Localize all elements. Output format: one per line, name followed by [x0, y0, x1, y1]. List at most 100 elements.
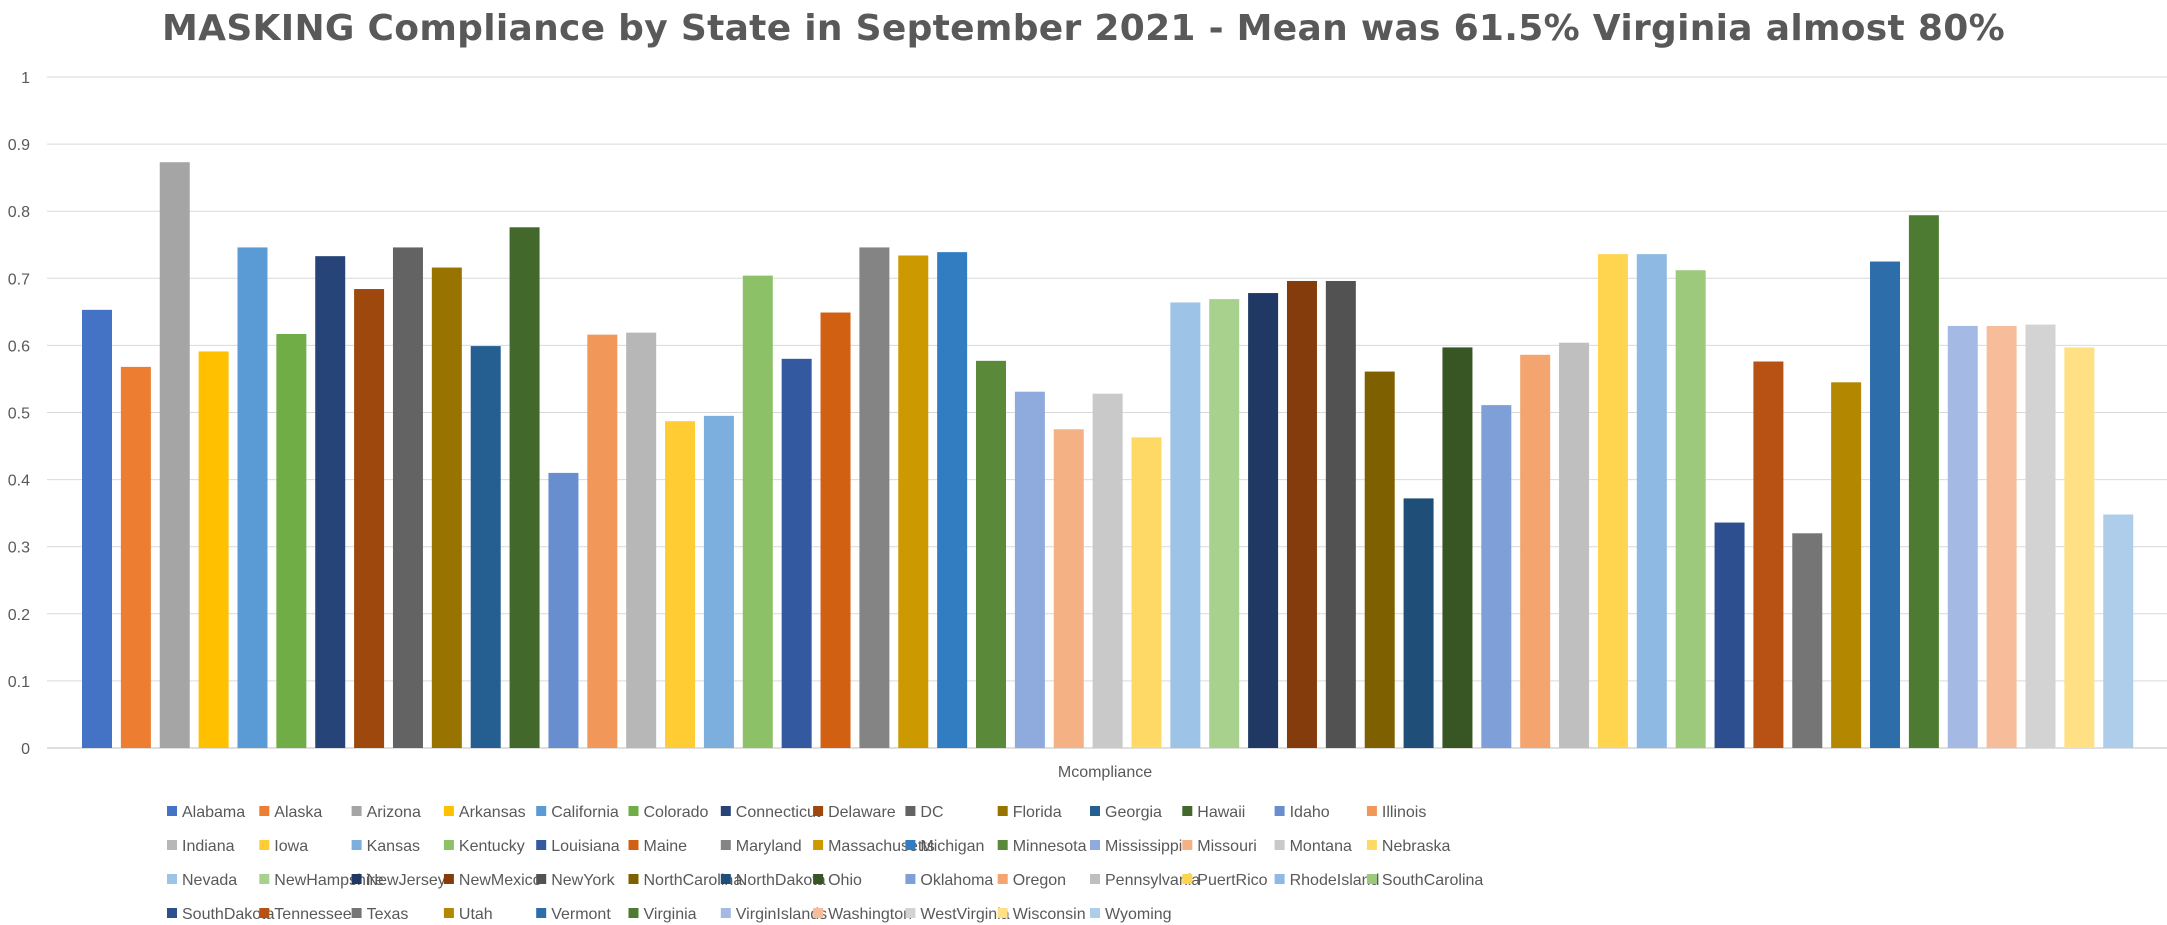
legend-label: Maryland: [736, 838, 802, 855]
bar-westvirginia: [2025, 324, 2056, 748]
bar-pennsylvania: [1559, 342, 1590, 748]
bar-wyoming: [2103, 514, 2134, 748]
bar-puertrico: [1597, 254, 1628, 748]
bar-minnesota: [976, 360, 1007, 748]
bar-alabama: [82, 309, 112, 748]
legend-swatch: [351, 840, 362, 850]
legend-label: Louisiana: [551, 838, 620, 855]
legend-label: Colorado: [644, 804, 709, 821]
legend-swatch: [628, 840, 639, 850]
legend-swatch: [1090, 840, 1100, 850]
bar-tennessee: [1753, 361, 1784, 748]
bar-ohio: [1442, 347, 1473, 748]
legend-label: Illinois: [1382, 804, 1426, 821]
bar-virginislands: [1947, 325, 1978, 748]
legend-label: NewYork: [551, 872, 615, 889]
bar-illinois: [587, 334, 618, 748]
legend-swatch: [259, 806, 270, 816]
legend-label: Alabama: [182, 804, 245, 821]
legend-swatch: [720, 874, 731, 884]
legend-swatch: [536, 840, 547, 850]
bar-arizona: [159, 162, 190, 749]
bar-kentucky: [742, 275, 773, 748]
y-tick-label: 0.1: [8, 674, 30, 691]
y-tick-label: 0.7: [8, 271, 30, 288]
legend-label: Tennessee: [274, 906, 351, 923]
legend-swatch: [1274, 874, 1285, 884]
legend-swatch: [351, 874, 362, 884]
legend-label: PuertRico: [1197, 872, 1267, 889]
legend-label: DC: [920, 804, 943, 821]
legend-swatch: [1182, 840, 1193, 850]
y-tick-label: 1: [21, 70, 30, 87]
legend-swatch: [628, 806, 639, 816]
bar-arkansas: [198, 351, 229, 748]
legend-label: Arizona: [367, 804, 421, 821]
legend-label: Oregon: [1013, 872, 1066, 889]
bar-dc: [392, 247, 423, 748]
bar-newjersey: [1248, 293, 1279, 748]
legend-label: Mississippi: [1105, 838, 1182, 855]
y-tick-label: 0.6: [8, 338, 30, 355]
bar-florida: [431, 267, 462, 748]
legend-label: Idaho: [1290, 804, 1330, 821]
bar-iowa: [665, 421, 696, 748]
bar-vermont: [1870, 261, 1901, 748]
legend-swatch: [997, 874, 1008, 884]
legend-label: Oklahoma: [920, 872, 993, 889]
y-tick-label: 0.2: [8, 607, 30, 624]
legend-swatch: [259, 840, 270, 850]
legend-label: Wyoming: [1105, 906, 1172, 923]
legend-swatch: [720, 840, 731, 850]
y-tick-label: 0.3: [8, 540, 30, 557]
legend-swatch: [628, 874, 639, 884]
legend-swatch: [628, 908, 639, 918]
legend-swatch: [167, 806, 177, 816]
legend-label: Kansas: [367, 838, 420, 855]
bar-hawaii: [509, 227, 540, 749]
legend-swatch: [1274, 840, 1285, 850]
bar-oregon: [1520, 354, 1551, 748]
legend-label: Kentucky: [459, 838, 525, 855]
bar-northdakota: [1403, 498, 1434, 748]
legend-label: Utah: [459, 906, 493, 923]
legend-label: RhodeIsland: [1290, 872, 1380, 889]
legend-label: NewMexico: [459, 872, 542, 889]
bar-mississippi: [1014, 391, 1045, 748]
legend-label: Connecticut: [736, 804, 821, 821]
legend-label: Pennsylvania: [1105, 872, 1200, 889]
legend-label: NorthDakota: [736, 872, 826, 889]
bar-connecticut: [315, 256, 346, 748]
legend-swatch: [997, 806, 1008, 816]
x-axis-title: Mcompliance: [1058, 764, 1152, 781]
bar-montana: [1092, 393, 1123, 748]
legend-label: Nevada: [182, 872, 237, 889]
legend-swatch: [443, 840, 454, 850]
bar-massachusetts: [898, 255, 929, 749]
legend-label: Vermont: [551, 906, 611, 923]
bar-utah: [1831, 382, 1862, 748]
legend-swatch: [997, 908, 1008, 918]
legend-swatch: [259, 908, 270, 918]
legend-swatch: [167, 840, 177, 850]
legend-swatch: [1366, 874, 1377, 884]
legend-swatch: [1182, 874, 1193, 884]
legend-swatch: [1366, 840, 1377, 850]
legend-label: VirginIslands: [736, 906, 827, 923]
legend-swatch: [1182, 806, 1193, 816]
legend: Alabama Alaska Arizona Arkansas California Co…: [167, 804, 1483, 923]
legend-swatch: [1366, 806, 1377, 816]
legend-swatch: [536, 908, 547, 918]
legend-label: NewJersey: [367, 872, 446, 889]
legend-swatch: [813, 874, 824, 884]
legend-swatch: [1090, 874, 1100, 884]
bar-southdakota: [1714, 522, 1745, 748]
legend-swatch: [167, 874, 177, 884]
legend-swatch: [905, 874, 916, 884]
legend-swatch: [813, 908, 824, 918]
legend-label: Iowa: [274, 838, 308, 855]
bar-newhampshire: [1209, 299, 1240, 748]
legend-label: Massachusetts: [828, 838, 935, 855]
bar-nevada: [1170, 302, 1201, 748]
